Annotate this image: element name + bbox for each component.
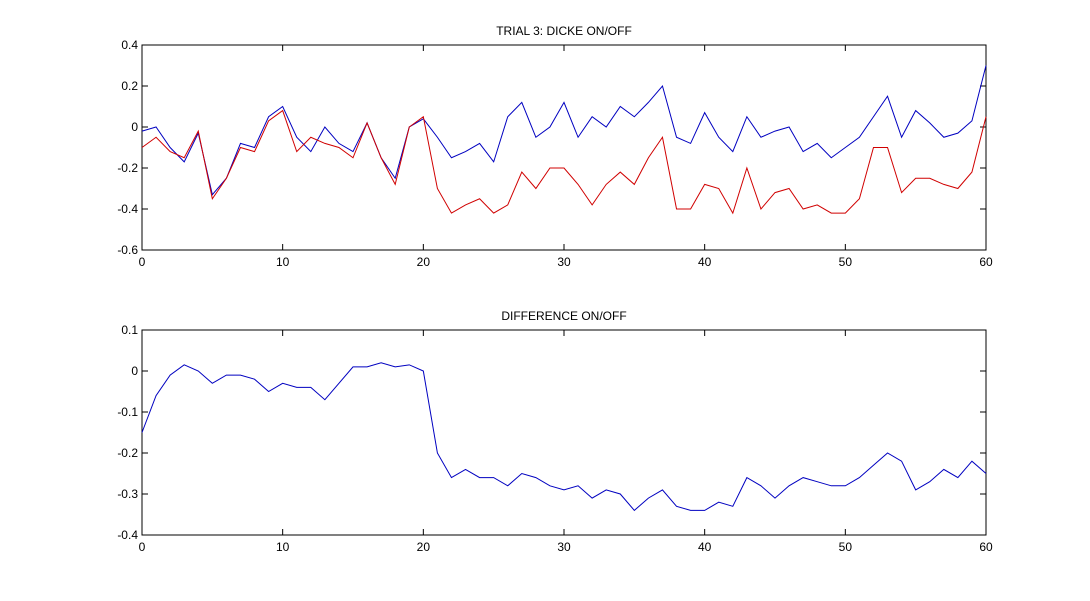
x-tick-label: 60	[979, 540, 993, 554]
data-line	[141, 65, 987, 196]
axes-frame	[141, 329, 987, 536]
x-tick-label: 0	[139, 255, 146, 269]
x-tick-label: 50	[839, 540, 853, 554]
y-tick-label: -0.4	[117, 528, 138, 542]
y-tick-label: 0.4	[121, 38, 138, 52]
y-tick-label: 0.2	[121, 79, 138, 93]
x-tick-label: 30	[557, 255, 571, 269]
y-tick-label: -0.2	[117, 161, 138, 175]
x-tick-label: 20	[417, 540, 431, 554]
x-tick-label: 40	[698, 540, 712, 554]
y-tick-label: -0.4	[117, 202, 138, 216]
y-tick-label: -0.6	[117, 243, 138, 257]
x-tick-label: 30	[557, 540, 571, 554]
x-tick-label: 40	[698, 255, 712, 269]
data-line	[141, 109, 987, 215]
y-tick-label: 0.1	[121, 323, 138, 337]
y-tick-label: -0.3	[117, 487, 138, 501]
y-tick-label: 0	[131, 120, 138, 134]
x-tick-label: 60	[979, 255, 993, 269]
axes-frame	[141, 44, 987, 251]
x-tick-label: 50	[839, 255, 853, 269]
x-tick-label: 10	[276, 540, 290, 554]
y-tick-label: -0.2	[117, 446, 138, 460]
y-tick-label: -0.1	[117, 405, 138, 419]
y-tick-label: 0	[131, 364, 138, 378]
data-line	[141, 362, 987, 512]
x-tick-label: 20	[417, 255, 431, 269]
x-tick-label: 10	[276, 255, 290, 269]
chart-title: TRIAL 3: DICKE ON/OFF	[496, 24, 632, 38]
x-tick-label: 0	[139, 540, 146, 554]
chart-title: DIFFERENCE ON/OFF	[501, 309, 626, 323]
